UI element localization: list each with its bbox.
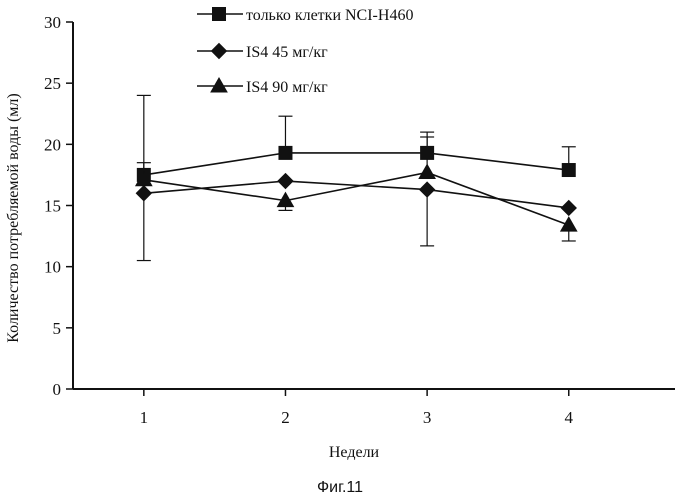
y-tick-label: 20 xyxy=(44,135,61,154)
diamond-marker xyxy=(210,42,228,60)
legend-item: IS4 90 мг/кг xyxy=(197,76,328,96)
axes xyxy=(72,22,675,390)
x-axis-label: Недели xyxy=(329,444,380,461)
series-markers xyxy=(134,145,578,232)
legend: только клетки NCI-H460 IS4 45 мг/кг IS4 90… xyxy=(197,7,413,96)
legend-label: только клетки NCI-H460 xyxy=(246,7,413,24)
series-lines xyxy=(143,152,570,226)
y-tick-label: 10 xyxy=(44,258,61,277)
x-tick-label: 3 xyxy=(423,408,432,427)
x-tick-label: 4 xyxy=(565,408,574,427)
x-tick-label: 2 xyxy=(281,408,290,427)
y-tick-label: 15 xyxy=(44,197,61,216)
square-marker xyxy=(278,145,293,160)
legend-label: IS4 45 мг/кг xyxy=(246,44,328,61)
series-line-1 xyxy=(143,152,569,176)
y-tick-label: 30 xyxy=(44,13,61,32)
x-tick-label: 1 xyxy=(140,408,149,427)
y-tick-label: 5 xyxy=(53,319,62,338)
triangle-marker xyxy=(418,163,436,179)
figure-caption: Фиг.11 xyxy=(317,479,363,496)
y-tick-label: 0 xyxy=(53,380,62,399)
diamond-marker xyxy=(418,181,436,198)
y-axis-label: Количество потребляемой воды (мл) xyxy=(5,93,22,342)
triangle-marker xyxy=(276,191,295,208)
y-tick-label: 25 xyxy=(44,74,61,93)
square-marker xyxy=(420,145,435,160)
diamond-marker xyxy=(277,172,294,190)
diamond-marker xyxy=(560,199,577,217)
legend-item: только клетки NCI-H460 xyxy=(197,7,413,24)
legend-item: IS4 45 мг/кг xyxy=(197,42,328,61)
square-marker xyxy=(212,7,226,21)
error-bars xyxy=(136,94,576,262)
series-line-3 xyxy=(143,171,570,226)
square-marker xyxy=(561,163,576,178)
legend-label: IS4 90 мг/кг xyxy=(246,79,328,96)
triangle-marker xyxy=(210,76,228,93)
diamond-marker xyxy=(135,185,153,202)
series-line-2 xyxy=(143,180,569,209)
x-axis-ticks: 1 2 3 4 xyxy=(140,389,574,427)
triangle-marker xyxy=(559,216,578,232)
triangle-marker xyxy=(134,170,153,187)
y-axis-ticks: 0 5 10 15 20 25 30 xyxy=(44,13,73,399)
